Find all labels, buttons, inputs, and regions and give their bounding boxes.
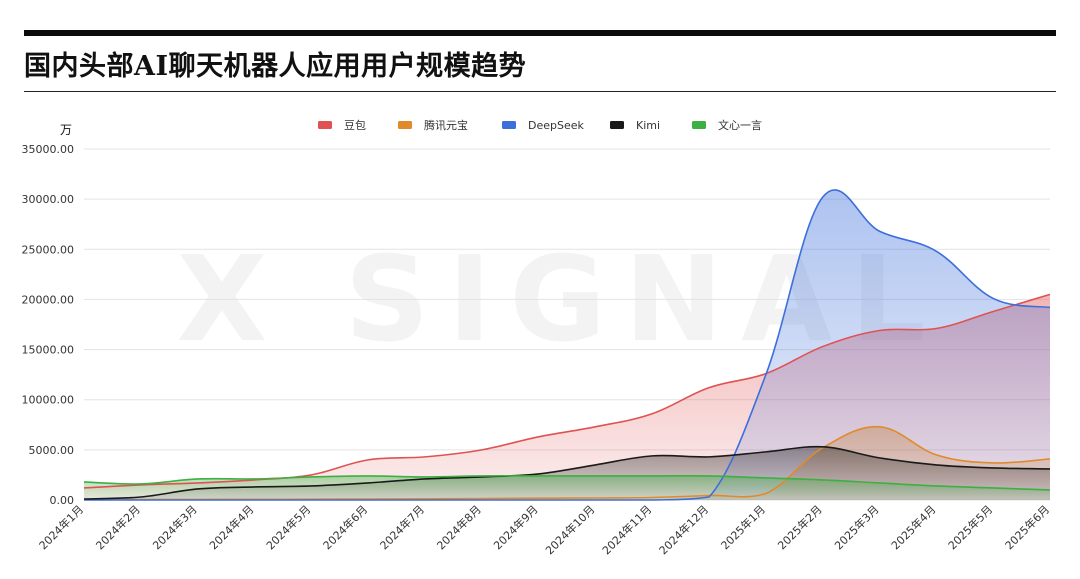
legend-item-deepseek[interactable]: DeepSeek xyxy=(502,119,585,132)
x-tick-label: 2024年1月 xyxy=(36,502,86,552)
title-top-rule xyxy=(24,30,1056,36)
legend-swatch xyxy=(502,121,516,129)
legend-label: DeepSeek xyxy=(528,119,585,132)
x-axis: 2024年1月 2024年2月 2024年3月 2024年4月 2024年5月 2024年… xyxy=(36,502,1052,557)
legend-item-腾讯元宝[interactable]: 腾讯元宝 xyxy=(398,118,468,132)
y-tick-label: 20000.00 xyxy=(22,293,75,306)
x-tick-label: 2025年5月 xyxy=(945,502,995,552)
x-tick-label: 2025年4月 xyxy=(888,502,938,552)
legend-item-豆包[interactable]: 豆包 xyxy=(318,119,366,132)
legend-swatch xyxy=(318,121,332,129)
x-tick-label: 2024年5月 xyxy=(263,502,313,552)
series-areas xyxy=(84,189,1050,501)
y-axis: 0.00 5000.00 10000.00 15000.00 20000.00 25000… xyxy=(22,143,75,507)
x-tick-label: 2024年4月 xyxy=(206,502,256,552)
x-tick-label: 2024年12月 xyxy=(656,502,711,557)
series-line-deepseek xyxy=(84,189,1051,501)
y-unit-label: 万 xyxy=(60,123,72,137)
legend-label: 豆包 xyxy=(344,119,366,132)
series-line-豆包 xyxy=(83,293,1051,489)
x-tick-label: 2024年8月 xyxy=(434,502,484,552)
y-tick-label: 35000.00 xyxy=(22,143,75,156)
legend-item-文心一言[interactable]: 文心一言 xyxy=(692,118,762,132)
x-tick-label: 2024年6月 xyxy=(320,502,370,552)
x-tick-label: 2025年1月 xyxy=(718,502,768,552)
x-tick-label: 2024年2月 xyxy=(93,502,143,552)
x-tick-label: 2024年9月 xyxy=(491,502,541,552)
x-tick-label: 2024年11月 xyxy=(599,502,654,557)
legend-swatch xyxy=(398,121,412,129)
y-tick-label: 15000.00 xyxy=(22,344,75,357)
x-tick-label: 2025年3月 xyxy=(831,502,881,552)
x-tick-label: 2025年6月 xyxy=(1002,502,1052,552)
y-tick-label: 5000.00 xyxy=(29,444,75,457)
area-chart: X SIGNAL 0.005000.0010000.0015000.002000… xyxy=(22,118,1053,557)
x-tick-label: 2024年3月 xyxy=(150,502,200,552)
x-tick-label: 2024年10月 xyxy=(542,502,597,557)
series-line-kimi xyxy=(83,445,1051,500)
series-line-文心一言 xyxy=(83,474,1051,491)
legend[interactable]: 豆包 腾讯元宝 DeepSeek Kimi 文心一言 xyxy=(318,118,762,132)
title-bottom-rule xyxy=(24,91,1056,92)
y-tick-label: 30000.00 xyxy=(22,193,75,206)
y-tick-label: 10000.00 xyxy=(22,394,75,407)
page-title: 国内头部AI聊天机器人应用用户规模趋势 xyxy=(24,51,527,82)
y-tick-label: 25000.00 xyxy=(22,243,75,256)
legend-label: Kimi xyxy=(636,119,660,132)
y-tick-label: 0.00 xyxy=(50,494,75,507)
legend-swatch xyxy=(692,121,706,129)
legend-item-kimi[interactable]: Kimi xyxy=(610,119,660,132)
legend-swatch xyxy=(610,121,624,129)
series-area-文心一言 xyxy=(84,475,1050,500)
series-lines xyxy=(83,189,1051,501)
x-tick-label: 2025年2月 xyxy=(775,502,825,552)
legend-label: 腾讯元宝 xyxy=(424,118,468,132)
series-area-deepseek xyxy=(84,189,1050,501)
legend-label: 文心一言 xyxy=(718,118,762,132)
x-tick-label: 2024年7月 xyxy=(377,502,427,552)
